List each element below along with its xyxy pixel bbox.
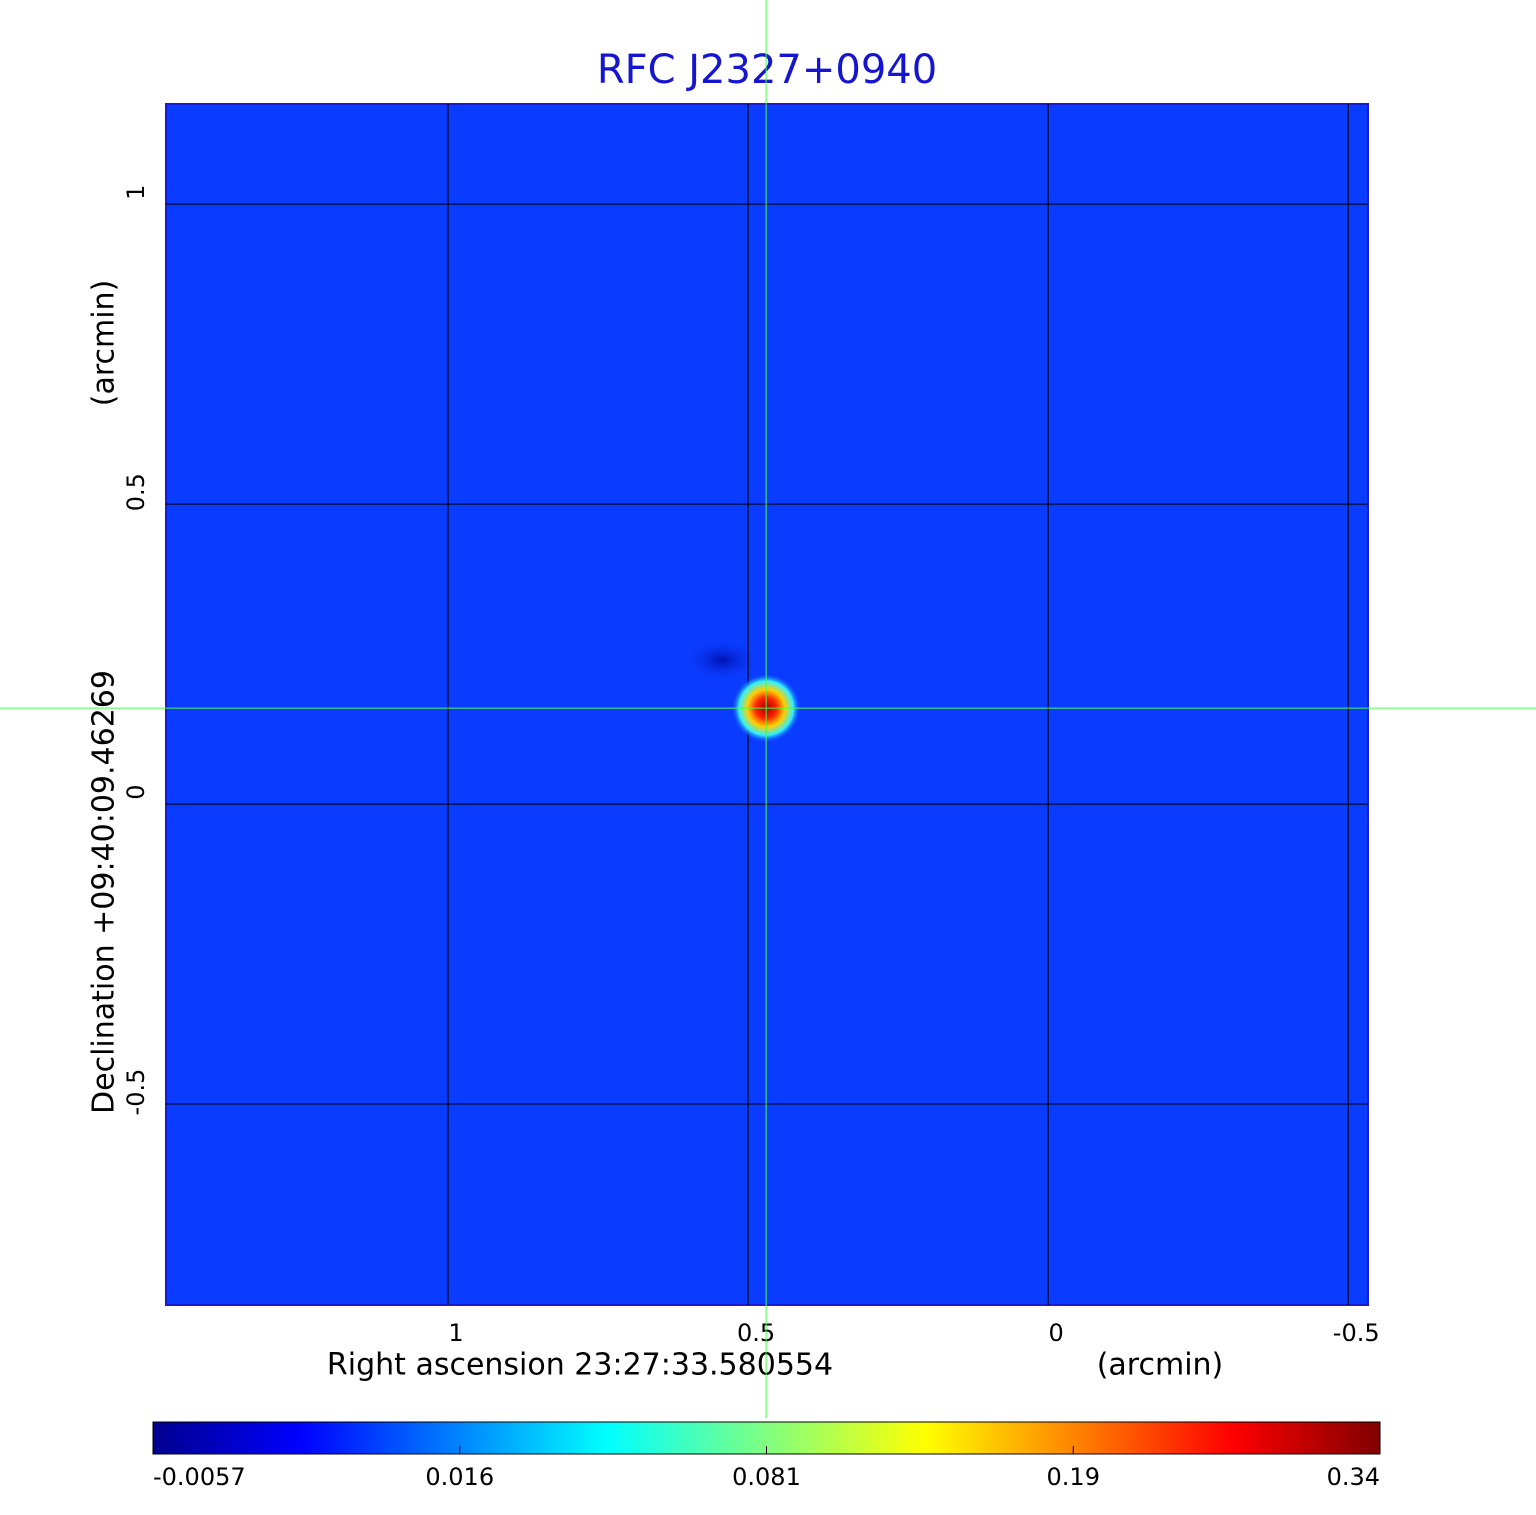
colorbar-tick-label: 0.081 bbox=[732, 1463, 801, 1491]
x-tick-label: 1 bbox=[448, 1319, 463, 1347]
colorbar-tick-label: 0.34 bbox=[1327, 1463, 1380, 1491]
colorbar-tick-label: 0.19 bbox=[1047, 1463, 1100, 1491]
x-tick-label: 0 bbox=[1049, 1319, 1064, 1347]
x-tick-label: 0.5 bbox=[737, 1319, 775, 1347]
chart-title: RFC J2327+0940 bbox=[597, 47, 937, 93]
x-axis-unit: (arcmin) bbox=[1097, 1348, 1224, 1383]
x-tick-label: -0.5 bbox=[1333, 1319, 1380, 1347]
colorbar-tick-label: 0.016 bbox=[425, 1463, 494, 1491]
y-tick-label: -0.5 bbox=[122, 1069, 150, 1116]
y-tick-label: 0.5 bbox=[122, 473, 150, 511]
y-axis-label: Declination +09:40:09.46269 bbox=[87, 670, 122, 1114]
colorbar-tick-label: -0.0057 bbox=[153, 1463, 246, 1491]
y-tick-label: 0 bbox=[122, 784, 150, 799]
negative-feature bbox=[682, 638, 762, 682]
y-tick-label: 1 bbox=[122, 185, 150, 200]
y-axis-unit: (arcmin) bbox=[87, 280, 122, 407]
x-axis-label: Right ascension 23:27:33.580554 bbox=[327, 1348, 833, 1383]
